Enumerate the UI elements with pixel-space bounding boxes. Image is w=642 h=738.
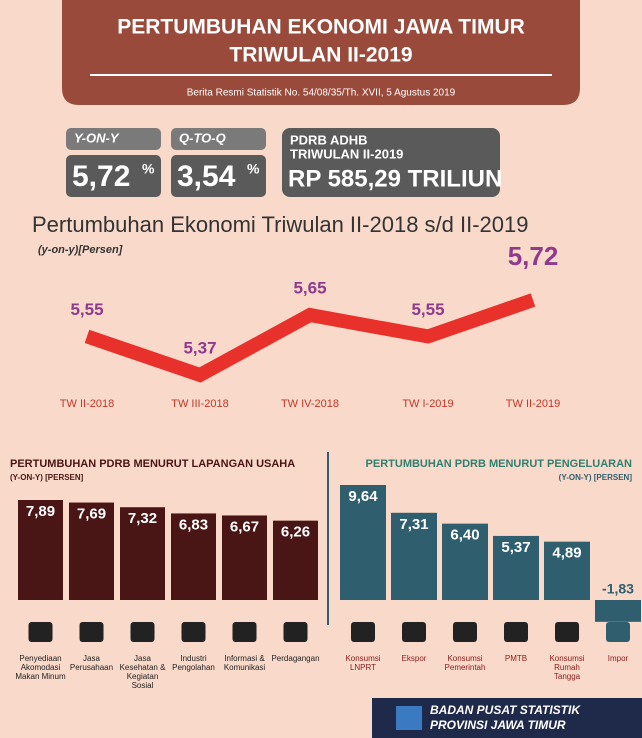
x-tick-label: TW I-2019 (402, 398, 453, 410)
x-tick-label: Industri Pengolahan (172, 654, 215, 672)
kpi-value: RP 585,29 TRILIUN (288, 165, 502, 192)
x-tick-label: Jasa Perusahaan (69, 654, 114, 672)
data-label: 6,40 (450, 527, 479, 544)
category-icon (555, 622, 579, 642)
bar (391, 512, 437, 600)
data-label: 7,69 (77, 506, 106, 523)
data-label: 5,72 (508, 241, 559, 271)
x-tick-label: PMTB (504, 654, 528, 663)
category-icon (181, 622, 206, 642)
category-icon (130, 622, 155, 642)
data-label: 6,67 (230, 518, 259, 535)
x-tick-label: TW III-2018 (171, 398, 228, 410)
kpi-unit: % (142, 161, 155, 177)
category-icon (606, 622, 630, 642)
category-icon (351, 622, 375, 642)
kpi-label-box (171, 128, 266, 150)
data-label: 5,37 (501, 539, 530, 556)
x-tick-label: Konsumsi Rumah Tangga (549, 654, 585, 681)
x-tick-label: Konsumsi Pemerintah (444, 654, 486, 672)
x-tick-label: Jasa Kesehatan & Kegiatan Sosial (119, 654, 166, 690)
footer-text: PROVINSI JAWA TIMUR (430, 718, 566, 732)
line-subtitle: (y-on-y)[Persen] (38, 244, 123, 256)
bar (493, 535, 539, 600)
kpi-label: PDRB ADHB (290, 132, 368, 147)
data-label: 9,64 (348, 488, 378, 505)
kpi-label: TRIWULAN II-2019 (290, 146, 403, 161)
category-icon (283, 622, 308, 642)
bar (171, 513, 216, 600)
header-title: PERTUMBUHAN EKONOMI JAWA TIMUR (117, 16, 525, 39)
data-label: 7,31 (399, 516, 428, 533)
category-icon (453, 622, 477, 642)
category-icon (79, 622, 104, 642)
kpi-box (282, 128, 500, 197)
bar-subtitle: (Y-ON-Y) [PERSEN] (10, 473, 84, 482)
category-icon (402, 622, 426, 642)
category-icon (232, 622, 257, 642)
data-label: 5,55 (70, 300, 103, 319)
bar (544, 541, 590, 600)
footer-text: BADAN PUSAT STATISTIK (430, 703, 581, 717)
data-label: 6,83 (179, 516, 208, 533)
kpi-value: 5,72 (72, 160, 130, 193)
header-title: TRIWULAN II-2019 (229, 44, 412, 67)
kpi-value-box (66, 155, 161, 197)
kpi-value-box (171, 155, 266, 197)
x-tick-label: Impor (607, 654, 629, 663)
kpi-label-box (66, 128, 161, 150)
data-label: 5,55 (411, 300, 444, 319)
kpi-value: 3,54 (177, 160, 236, 193)
x-tick-label: TW IV-2018 (281, 398, 339, 410)
bar (442, 523, 488, 600)
bar-title: PERTUMBUHAN PDRB MENURUT LAPANGAN USAHA (10, 458, 295, 470)
bar (340, 485, 386, 600)
kpi-label: Q-TO-Q (179, 130, 226, 145)
data-label: 5,37 (183, 338, 216, 357)
data-label: 5,65 (293, 278, 326, 297)
bar (273, 520, 318, 600)
data-label: -1,83 (602, 581, 634, 597)
bar (69, 502, 114, 600)
x-tick-label: Konsumsi LNPRT (345, 654, 381, 672)
logo (396, 706, 422, 730)
bar (222, 515, 267, 600)
data-label: 7,32 (128, 510, 157, 527)
data-label: 6,26 (281, 524, 310, 541)
category-icon (504, 622, 528, 642)
x-tick-label: TW II-2018 (60, 398, 114, 410)
bar-title: PERTUMBUHAN PDRB MENURUT PENGELUARAN (366, 458, 633, 470)
bar (18, 500, 63, 600)
bar (120, 507, 165, 600)
data-label: 7,89 (26, 503, 55, 520)
header-subtitle: Berita Resmi Statistik No. 54/08/35/Th. … (187, 88, 456, 99)
kpi-label: Y-ON-Y (74, 130, 120, 145)
header-box (62, 0, 580, 105)
category-icon (28, 622, 53, 642)
bar-subtitle: (Y-ON-Y) [PERSEN] (559, 473, 633, 482)
bar (595, 600, 641, 622)
x-tick-label: Ekspor (401, 654, 427, 663)
x-tick-label: TW II-2019 (506, 398, 560, 410)
line-title: Pertumbuhan Ekonomi Triwulan II-2018 s/d… (32, 212, 529, 237)
x-tick-label: Penyediaan Akomodasi Makan Minum (15, 654, 66, 681)
x-tick-label: Perdagangan (271, 654, 320, 663)
x-tick-label: Informasi & Komunikasi (223, 654, 266, 672)
kpi-unit: % (247, 161, 260, 177)
data-label: 4,89 (552, 545, 581, 562)
line (84, 293, 536, 383)
